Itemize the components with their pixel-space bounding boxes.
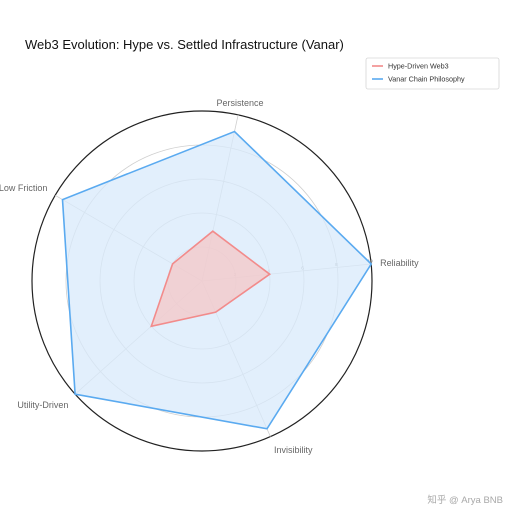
series-layer bbox=[61, 130, 373, 430]
axis-label: Utility-Driven bbox=[17, 400, 68, 410]
axis-label: Invisibility bbox=[274, 445, 313, 455]
axis-label: Low Friction bbox=[0, 183, 47, 193]
chart-title: Web3 Evolution: Hype vs. Settled Infrast… bbox=[25, 37, 344, 52]
series-polygon bbox=[150, 230, 272, 328]
axis-label: Persistence bbox=[217, 98, 264, 108]
legend-box bbox=[365, 57, 500, 90]
legend-label: Hype-Driven Web3 bbox=[388, 62, 449, 71]
labels: Reliability Persistence Low Friction Utilit… bbox=[0, 98, 419, 455]
outer-ring bbox=[31, 110, 373, 452]
axis-label: Reliability bbox=[380, 258, 419, 268]
legend-label: Vanar Chain Philosophy bbox=[388, 75, 465, 84]
watermark: 知乎 @ Arya BNB bbox=[427, 495, 503, 506]
legend: Hype-Driven Web3 Vanar Chain Philosophy bbox=[365, 57, 500, 90]
tick-label: 10 bbox=[368, 259, 374, 264]
